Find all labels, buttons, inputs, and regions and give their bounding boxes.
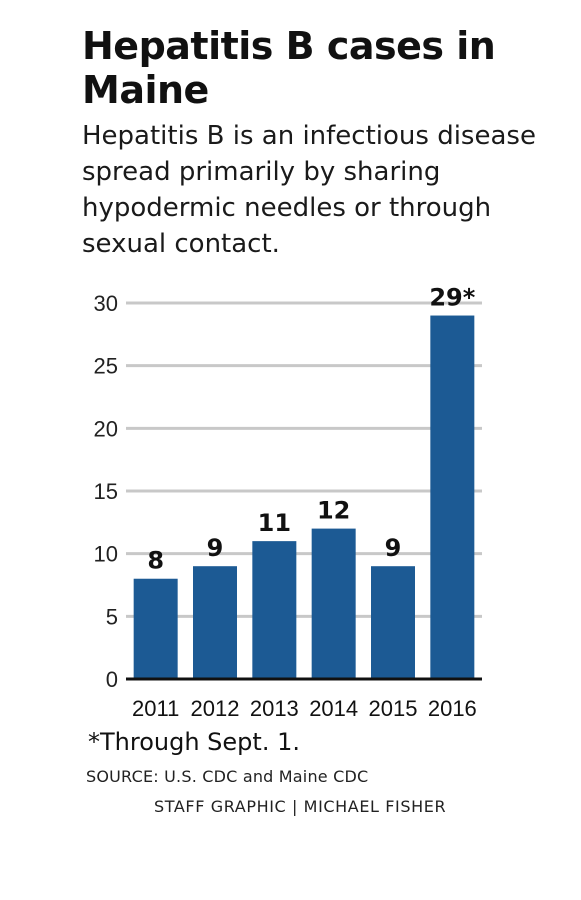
chart-subtitle: Hepatitis B is an infectious disease spr… [82, 121, 536, 259]
source-note: SOURCE: U.S. CDC and Maine CDC [86, 767, 369, 786]
bar [193, 566, 237, 679]
data-label: 11 [258, 509, 291, 537]
chart-title: Hepatitis B cases in Maine [82, 24, 496, 112]
bar [371, 566, 415, 679]
x-tick-label: 2015 [369, 696, 418, 721]
x-tick-label: 2011 [132, 696, 179, 721]
x-tick-label: 2014 [309, 696, 358, 721]
x-tick-label: 2016 [428, 696, 477, 721]
y-tick-label: 5 [106, 604, 118, 629]
data-label: 29* [429, 284, 475, 312]
bar [430, 315, 475, 679]
y-tick-label: 20 [94, 416, 118, 441]
y-tick-label: 30 [94, 291, 118, 316]
y-tick-label: 15 [94, 479, 118, 504]
x-tick-label: 2012 [191, 696, 240, 721]
bar [311, 528, 356, 679]
y-tick-label: 25 [94, 354, 118, 379]
bar-chart: 0 5 10 15 20 25 30 8 2011 9 2012 11 2013 12 2014 9 2015 2… [94, 284, 482, 721]
y-tick-label: 10 [94, 542, 118, 567]
y-tick-label: 0 [106, 667, 118, 692]
data-label: 12 [317, 497, 350, 525]
bar [252, 541, 297, 679]
data-label: 8 [147, 547, 164, 575]
data-label: 9 [385, 534, 402, 562]
x-tick-label: 2013 [250, 696, 299, 721]
bar [133, 578, 178, 679]
graphic-credit: STAFF GRAPHIC | MICHAEL FISHER [154, 797, 447, 816]
footnote: *Through Sept. 1. [88, 728, 300, 756]
data-label: 9 [207, 534, 224, 562]
